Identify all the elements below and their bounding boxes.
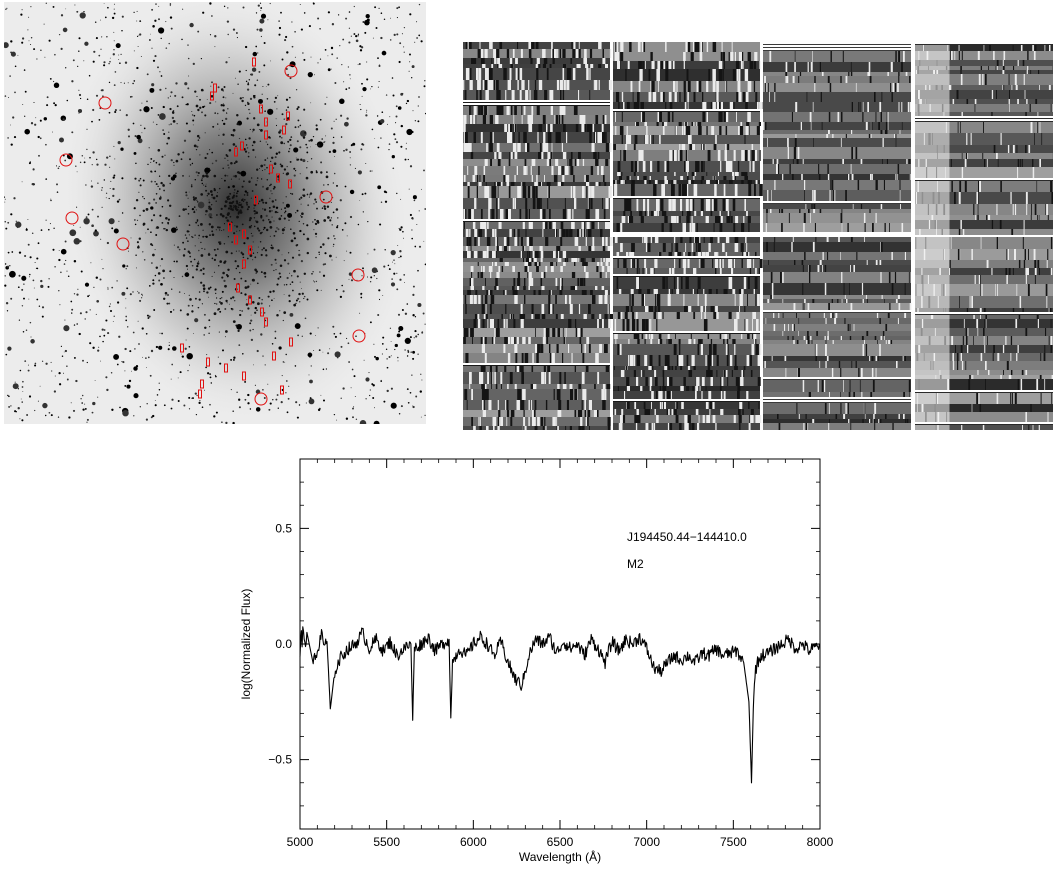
target-box — [289, 337, 293, 347]
target-markers — [59, 57, 366, 406]
target-circle — [116, 237, 130, 251]
galaxy-field-image — [4, 2, 426, 424]
target-box — [234, 235, 238, 245]
target-box — [242, 371, 246, 381]
spectra-mosaic — [463, 42, 1053, 430]
target-circle — [65, 211, 79, 225]
spectrum-plot: 5000 5500 6000 6500 7000 7500 8000 −0.5 0.0 0.5 Wa… — [239, 458, 834, 864]
plot-frame — [299, 458, 821, 830]
target-box — [272, 351, 276, 361]
x-tick-label: 7500 — [720, 835, 747, 849]
target-box — [242, 229, 246, 239]
object-id-label: J194450.44−144410.0 — [627, 530, 747, 544]
target-box — [259, 104, 263, 114]
target-box — [276, 173, 280, 183]
x-tick-label: 5500 — [373, 835, 400, 849]
spectra-tile — [763, 42, 911, 232]
y-axis-label: log(Normalized Flux) — [239, 589, 253, 700]
target-circle — [319, 190, 333, 204]
x-axis-label: Wavelength (Å) — [519, 849, 601, 864]
target-box — [286, 111, 290, 121]
target-box — [228, 222, 232, 232]
target-circle — [98, 96, 112, 110]
target-box — [224, 363, 228, 373]
spectra-tile — [463, 237, 614, 430]
target-box — [280, 385, 284, 395]
target-box — [234, 147, 238, 157]
target-circle — [254, 392, 268, 406]
y-tick-label: 0.5 — [275, 521, 292, 535]
x-tick-label: 5000 — [287, 835, 314, 849]
y-tick-label: 0.0 — [275, 637, 292, 651]
target-box — [264, 130, 268, 140]
target-box — [213, 83, 217, 93]
target-box — [210, 91, 214, 101]
target-box — [248, 245, 252, 255]
target-box — [240, 141, 244, 151]
x-tick-label: 6500 — [547, 835, 574, 849]
target-box — [248, 295, 252, 305]
spectral-type-label: M2 — [627, 557, 644, 571]
target-box — [200, 379, 204, 389]
target-box — [264, 317, 268, 327]
target-circle — [351, 268, 365, 282]
target-box — [269, 164, 273, 174]
y-tick-label: −0.5 — [268, 753, 292, 767]
spectra-tile — [915, 237, 1053, 430]
target-circle — [59, 153, 73, 167]
spectra-tile — [763, 237, 912, 430]
spectra-tile — [613, 42, 763, 232]
target-box — [236, 283, 240, 293]
spectrum-line — [299, 626, 821, 784]
target-box — [288, 179, 292, 189]
x-tick-label: 8000 — [807, 835, 834, 849]
target-box — [206, 357, 210, 367]
target-box — [254, 195, 258, 205]
x-tick-label: 6000 — [460, 835, 487, 849]
target-box — [264, 117, 268, 127]
target-circle — [284, 64, 298, 78]
spectra-tile — [613, 237, 763, 430]
stars — [4, 2, 426, 424]
target-box — [198, 389, 202, 399]
target-box — [252, 57, 256, 67]
spectra-tile — [463, 42, 613, 237]
target-box — [180, 343, 184, 353]
spectra-tile — [915, 42, 1053, 235]
target-box — [260, 307, 264, 317]
x-tick-label: 7000 — [633, 835, 660, 849]
target-box — [242, 259, 246, 269]
target-box — [282, 125, 286, 135]
target-circle — [352, 329, 366, 343]
